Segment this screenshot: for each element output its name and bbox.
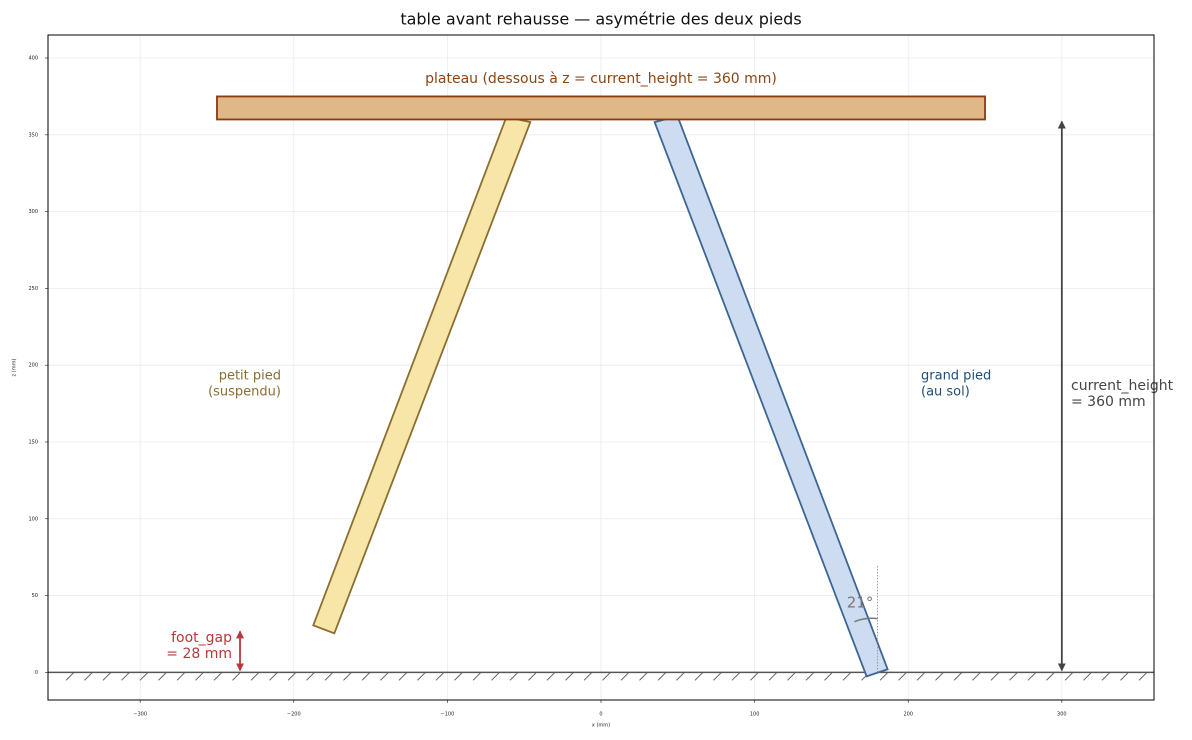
angle-arc [854,617,878,623]
petit-pied-label: petit pied [219,369,281,384]
ground-hatch [509,672,519,681]
ground-hatch [472,672,482,681]
x-tick-label: −200 [287,712,301,718]
ground-hatch [583,672,593,681]
ground-hatch [1101,672,1111,681]
ground-hatch [417,672,426,681]
y-axis-label: z (mm) [12,359,18,377]
ground-hatch [232,672,241,681]
ground-hatch [324,672,334,681]
ground-hatch [824,672,833,681]
grand-pied-label: (au sol) [921,385,970,400]
ground-hatch [269,672,278,681]
ground-hatch [491,672,500,681]
ground-hatch [657,672,667,681]
angle-label: 21° [847,594,874,612]
grand-pied-label: grand pied [921,369,991,384]
ground-hatch [102,672,112,681]
ground-hatch [121,672,130,681]
ground-hatch [1138,672,1148,681]
ground-hatch [916,672,926,681]
ground-hatch [435,672,445,681]
ground-hatch [639,672,648,681]
ground-hatch [1046,672,1055,681]
ground-hatch [676,672,685,681]
ground-hatch [361,672,371,681]
foot-gap-label: foot_gap [171,630,232,646]
ground-hatch [768,672,778,681]
ground-hatch [1120,672,1129,681]
ground-hatch [306,672,315,681]
ground-hatch [879,672,889,681]
ground-hatch [213,672,223,681]
ground-hatch [935,672,944,681]
x-tick-label: 100 [750,712,760,718]
foot-gap-label: = 28 mm [166,646,232,662]
ground-hatch [546,672,556,681]
axes-frame [47,34,1155,701]
x-tick-label: 200 [903,712,913,718]
ground-hatch [620,672,630,681]
petit-pied [312,115,532,635]
x-axis-label: x (mm) [592,723,610,729]
y-tick-label: 200 [28,363,38,369]
title: table avant rehausse — asymétrie des deu… [400,10,801,29]
ground-hatch [528,672,537,681]
ground-hatch [139,672,149,681]
y-tick-label: 50 [32,593,38,599]
ground-hatch [398,672,408,681]
ground-hatch [84,672,93,681]
x-tick-label: 0 [599,712,602,718]
ground-hatch [158,672,167,681]
ground-hatch [176,672,186,681]
x-tick-label: 300 [1057,712,1067,718]
ground-hatch [750,672,759,681]
ground-hatch [343,672,352,681]
y-tick-label: 100 [28,516,38,522]
ground-hatch [565,672,574,681]
plateau [216,95,986,121]
ground-hatch [1064,672,1074,681]
ground-hatch [694,672,704,681]
petit-pied-label: (suspendu) [208,385,281,400]
ground-hatch [713,672,722,681]
grand-pied [653,115,889,678]
y-tick-label: 250 [28,286,38,292]
ground-hatch [380,672,389,681]
ground-hatch [787,672,796,681]
ground-hatch [65,672,75,681]
ground-hatch [842,672,852,681]
ground-hatch [287,672,297,681]
ground-hatch [1027,672,1037,681]
current-height-label: = 360 mm [1071,394,1146,410]
ground-hatch [250,672,260,681]
ground-hatch [953,672,963,681]
ground-hatch [602,672,611,681]
plateau-label: plateau (dessous à z = current_height = … [425,71,777,87]
y-tick-label: 300 [28,209,38,215]
ground-hatch [1009,672,1018,681]
ground-hatch [454,672,463,681]
y-tick-label: 400 [28,56,38,62]
ground-hatch [1083,672,1092,681]
current-height-label: current_height [1071,378,1174,394]
x-tick-label: −100 [441,712,455,718]
x-tick-label: −300 [133,712,147,718]
y-tick-label: 150 [28,439,38,445]
ground-hatch [805,672,815,681]
ground-hatch [972,672,981,681]
ground-hatch [731,672,741,681]
ground-hatch [898,672,907,681]
y-tick-label: 350 [28,132,38,138]
ground-hatch [195,672,204,681]
ground-hatch [990,672,1000,681]
y-tick-label: 0 [35,670,38,676]
